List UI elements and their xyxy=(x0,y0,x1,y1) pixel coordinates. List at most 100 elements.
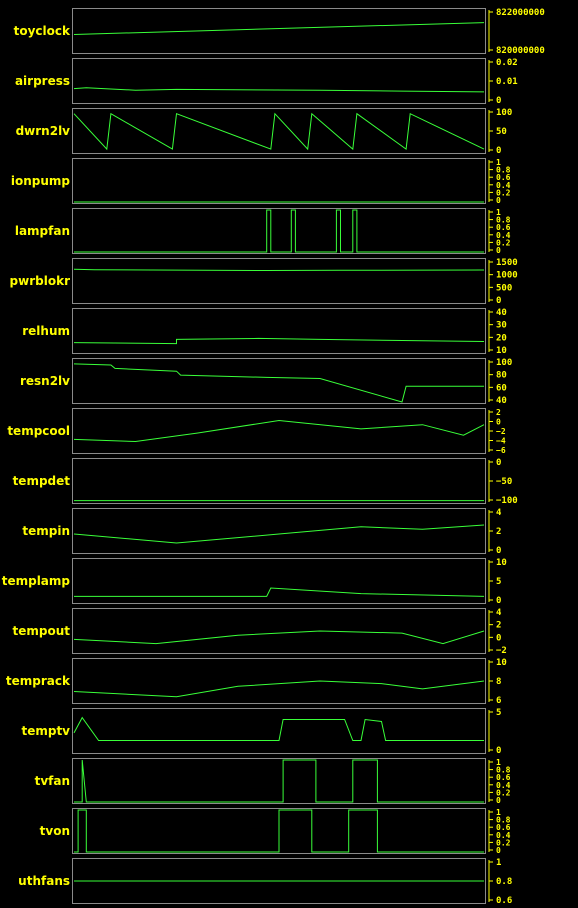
plot-svg: 10.80.60.40.20 xyxy=(74,208,511,255)
strip-label: relhum xyxy=(22,324,70,338)
y-tick-label: 80 xyxy=(496,371,507,381)
y-tick-label: −2 xyxy=(496,646,507,656)
y-tick-label: 1 xyxy=(496,808,501,817)
plot-svg: 50 xyxy=(73,708,501,756)
strip-temptv: temptv 5 0 xyxy=(0,708,578,758)
series-line xyxy=(73,112,485,151)
y-tick-label: 0.8 xyxy=(496,816,511,825)
y-tick-label: 100 xyxy=(496,358,512,368)
y-tick-label: 2 xyxy=(496,621,501,631)
series-line xyxy=(73,716,484,741)
plot-svg: 1 0.8 0.6 xyxy=(74,858,512,906)
series-line xyxy=(73,337,485,345)
plot-frame xyxy=(72,658,486,704)
y-tick-label: 0.2 xyxy=(496,838,511,847)
series-line xyxy=(74,759,484,803)
y-tick-label: −50 xyxy=(496,477,512,487)
plot-svg: 40 30 20 10 xyxy=(73,308,507,356)
y-tick-label: 0.02 xyxy=(496,58,518,68)
plot-svg: 1500 1000 500 0 xyxy=(73,258,518,306)
strip-tempout: tempout 4 2 0 −2 xyxy=(0,608,578,658)
y-tick-label: 8 xyxy=(496,677,501,687)
y-tick-label: 0.6 xyxy=(496,223,511,232)
y-tick-label: 1 xyxy=(496,858,501,868)
y-tick-label: 0.4 xyxy=(496,181,511,190)
y-tick-label: 0.4 xyxy=(496,231,511,240)
y-tick-label: 10 xyxy=(496,558,507,568)
y-tick-label: 0.8 xyxy=(496,216,511,225)
y-tick-label: 2 xyxy=(496,527,501,537)
y-tick-label: 0.4 xyxy=(496,831,511,840)
plot-frame xyxy=(72,8,486,54)
y-tick-label: 0 xyxy=(496,418,501,427)
plot-frame xyxy=(72,608,486,654)
plot-svg: 10.80.60.40.20 xyxy=(74,758,511,805)
y-tick-label: 1000 xyxy=(496,271,518,281)
y-tick-label: 20 xyxy=(496,333,507,343)
plot-svg: 10 5 0 xyxy=(74,558,507,606)
strip-label: lampfan xyxy=(14,224,70,238)
strip-label: tvon xyxy=(39,824,70,838)
strip-dwrn2lv: dwrn2lv 100 50 0 xyxy=(0,108,578,158)
y-tick-label: 0.8 xyxy=(496,766,511,775)
plot-svg: 10 8 6 xyxy=(73,658,507,706)
y-tick-label: 40 xyxy=(496,396,507,406)
y-tick-label: 0.01 xyxy=(496,77,518,87)
y-tick-label: 500 xyxy=(496,283,512,293)
strip-label: tempout xyxy=(12,624,71,638)
y-tick-label: 0 xyxy=(496,596,501,606)
y-tick-label: 0.6 xyxy=(496,173,511,182)
y-tick-label: −6 xyxy=(496,446,506,455)
y-tick-label: 0.2 xyxy=(496,788,511,797)
strip-label: tempin xyxy=(22,524,70,538)
y-tick-label: 2 xyxy=(496,408,501,417)
y-tick-label: 0 xyxy=(496,796,501,805)
strip-label: resn2lv xyxy=(19,374,70,388)
plot-frame xyxy=(72,508,486,554)
strip-tempcool: tempcool 2 0 −2 −4 −6 xyxy=(0,408,578,458)
series-line xyxy=(73,419,485,443)
y-tick-label: 0 xyxy=(496,546,501,556)
strip-templamp: templamp 10 5 0 xyxy=(0,558,578,608)
y-tick-label: 0.2 xyxy=(496,238,511,247)
plot-frame xyxy=(72,808,486,854)
y-tick-label: 1 xyxy=(496,758,501,767)
y-tick-label: 10 xyxy=(496,658,507,668)
plot-svg: 20−2−4−6 xyxy=(73,408,506,455)
plot-svg: 0.02 0.01 0 xyxy=(73,58,518,106)
strip-ionpump: ionpump 1 0.8 0.6 0.4 0.2 0 xyxy=(0,158,578,208)
strip-label: uthfans xyxy=(18,874,70,888)
y-tick-label: 1 xyxy=(496,208,501,217)
y-tick-label: −4 xyxy=(496,437,506,446)
y-tick-label: −100 xyxy=(496,496,518,506)
y-tick-label: 50 xyxy=(496,127,507,137)
strip-label: tempcool xyxy=(7,424,70,438)
plot-svg: 10.80.60.40.20 xyxy=(74,808,511,855)
y-tick-label: 1500 xyxy=(496,258,518,268)
plot-frame xyxy=(72,758,486,804)
series-line xyxy=(74,809,484,853)
strip-lampfan: lampfan 1 0.8 0.6 0.4 0.2 0 xyxy=(0,208,578,258)
plot-frame xyxy=(72,308,486,354)
series-line xyxy=(73,680,485,698)
plot-frame xyxy=(72,558,486,604)
series-line xyxy=(74,587,485,597)
strip-label: templamp xyxy=(1,574,70,588)
strip-label: pwrblokr xyxy=(9,274,70,288)
plot-frame xyxy=(72,108,486,154)
series-line xyxy=(73,268,485,272)
y-tick-label: 0 xyxy=(496,633,501,643)
plot-frame xyxy=(72,58,486,104)
y-tick-label: 40 xyxy=(496,308,507,318)
series-line xyxy=(74,209,484,253)
strip-label: temprack xyxy=(5,674,70,688)
plot-frame xyxy=(72,458,486,504)
plot-svg: 10.80.60.40.20 xyxy=(74,158,511,205)
strip-tvfan: tvfan 1 0.8 0.6 0.4 0.2 0 xyxy=(0,758,578,808)
plot-frame xyxy=(72,158,486,204)
strip-toyclock: toyclock 822000000 820000000 xyxy=(0,8,578,58)
plot-frame xyxy=(72,208,486,254)
y-tick-label: 0 xyxy=(496,196,501,205)
strip-tempin: tempin 4 2 0 xyxy=(0,508,578,558)
